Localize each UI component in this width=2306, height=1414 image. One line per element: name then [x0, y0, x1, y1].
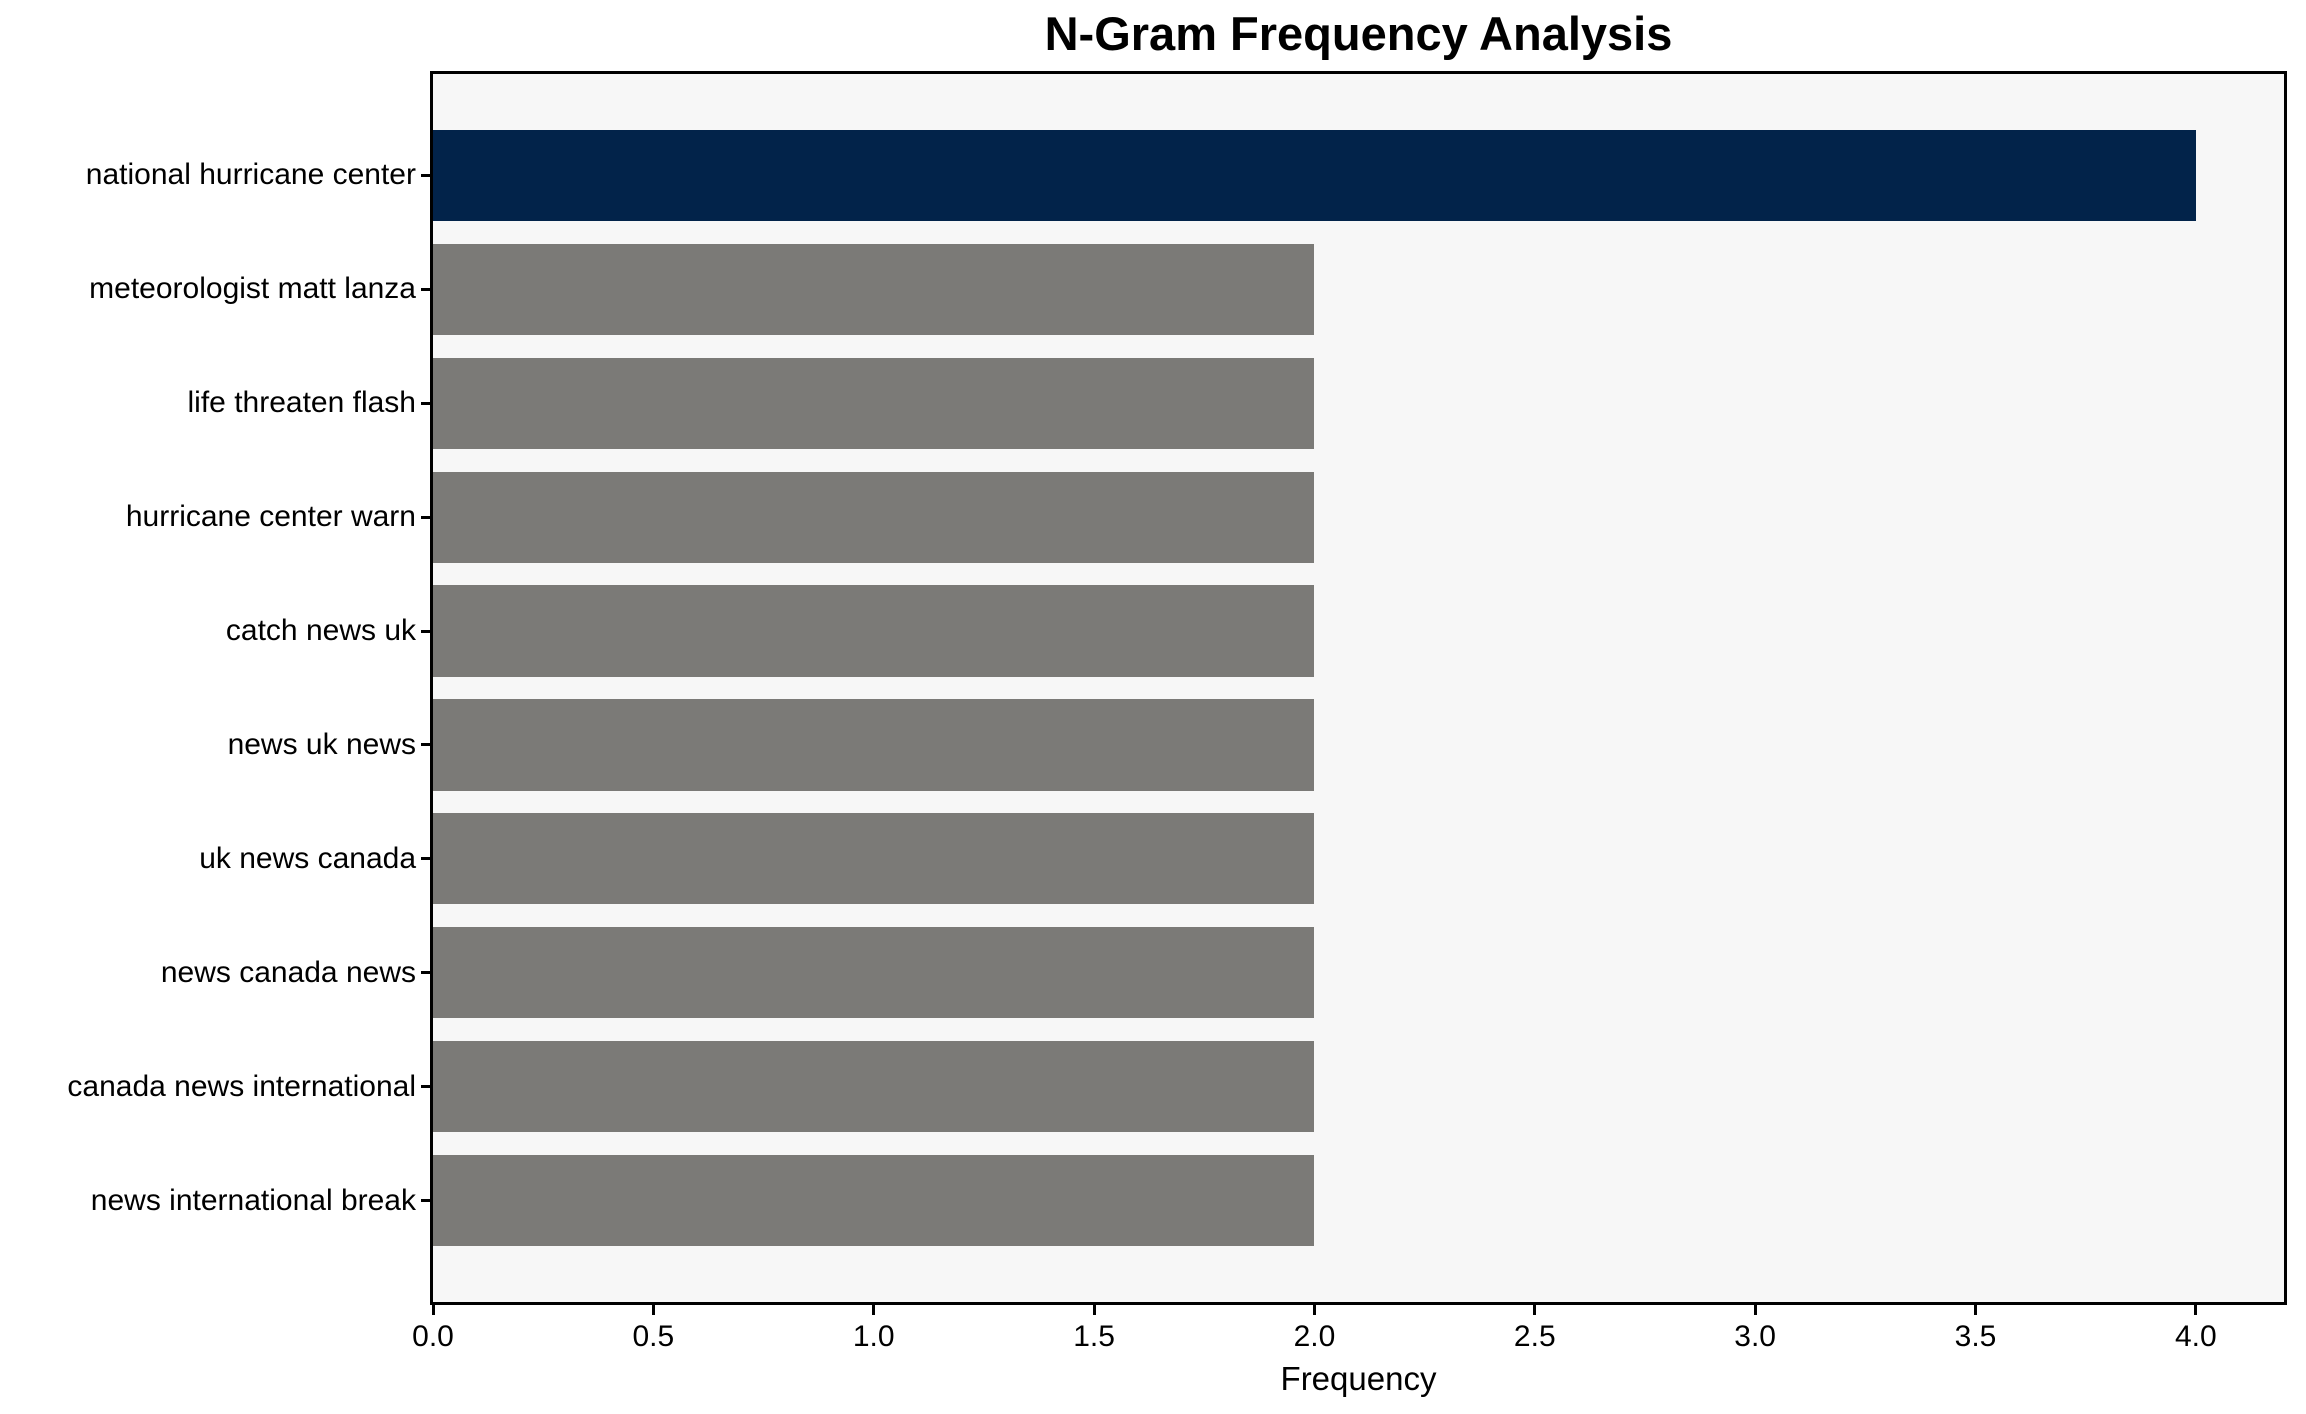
x-tick-mark	[1092, 1305, 1096, 1315]
y-tick-mark	[421, 287, 430, 291]
x-tick-mark	[1312, 1305, 1316, 1315]
bar-news-international-break	[433, 1155, 1315, 1247]
y-tick-mark	[421, 857, 430, 861]
y-tick-mark	[421, 401, 430, 405]
x-tick-label: 4.0	[2174, 1320, 2217, 1353]
bar-uk-news-canada	[433, 813, 1315, 905]
bar-hurricane-center-warn	[433, 471, 1315, 563]
x-tick-label: 2.0	[1293, 1320, 1336, 1353]
x-tick-label: 1.5	[1073, 1320, 1115, 1353]
x-tick-label: 3.5	[1954, 1320, 1997, 1353]
y-tick-label: life threaten flash	[187, 386, 416, 420]
x-tick-mark	[431, 1305, 435, 1315]
bar-national-hurricane-center	[433, 129, 2196, 221]
bar-news-canada-news	[433, 927, 1315, 1019]
bar-life-threaten-flash	[433, 357, 1315, 449]
y-tick-mark	[421, 629, 430, 633]
x-tick-label: 0.5	[632, 1320, 675, 1353]
y-tick-label: catch news uk	[225, 614, 416, 648]
y-tick-label: news international break	[90, 1183, 416, 1217]
y-tick-label: news uk news	[227, 727, 416, 761]
y-tick-label: national hurricane center	[85, 158, 416, 192]
bar-canada-news-international	[433, 1041, 1315, 1133]
x-tick-mark	[2194, 1305, 2198, 1315]
y-tick-mark	[421, 515, 430, 519]
bar-news-uk-news	[433, 699, 1315, 791]
x-tick-mark	[1533, 1305, 1537, 1315]
y-tick-mark	[421, 173, 430, 177]
x-tick-mark	[1974, 1305, 1977, 1315]
x-axis-label: Frequency	[1280, 1360, 1437, 1397]
x-tick-label: 3.0	[1734, 1320, 1776, 1353]
y-tick-label: meteorologist matt lanza	[89, 272, 416, 306]
y-tick-mark	[421, 1085, 430, 1089]
plot-area	[430, 71, 2287, 1305]
chart-title: N-Gram Frequency Analysis	[1044, 7, 1673, 60]
x-tick-label: 1.0	[852, 1320, 895, 1353]
bar-meteorologist-matt-lanza	[433, 243, 1315, 335]
x-tick-mark	[651, 1305, 655, 1315]
y-tick-mark	[421, 1199, 430, 1203]
bar-catch-news-uk	[433, 585, 1315, 677]
y-tick-label: canada news international	[67, 1069, 416, 1103]
y-tick-label: uk news canada	[199, 841, 416, 875]
y-tick-label: hurricane center warn	[125, 500, 416, 534]
y-tick-mark	[421, 971, 430, 975]
x-tick-mark	[872, 1305, 876, 1315]
y-tick-mark	[421, 743, 430, 747]
y-tick-label: news canada news	[160, 955, 416, 989]
x-tick-mark	[1753, 1305, 1757, 1315]
x-tick-label: 2.5	[1513, 1320, 1556, 1353]
x-tick-label: 0.0	[412, 1320, 454, 1353]
